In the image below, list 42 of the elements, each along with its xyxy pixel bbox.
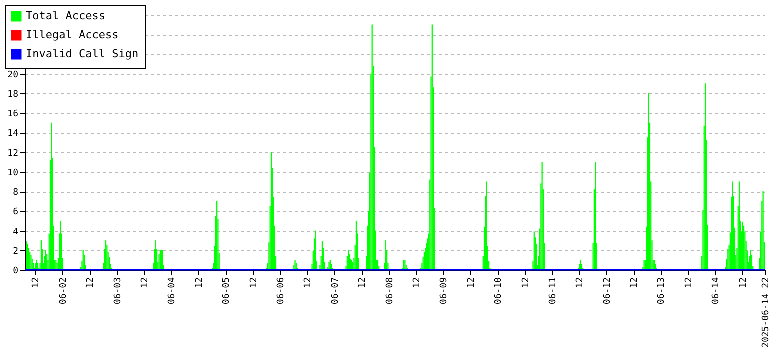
y-tick-label: 6 [13,208,18,218]
x-tick-label: 06-05 [222,278,232,305]
x-tick-label: 06-07 [330,278,341,305]
x-tick-label: 12 [630,278,640,288]
x-tick-label: 12 [140,278,150,288]
x-tick-label: 12 [412,278,422,288]
y-tick-label: 16 [8,110,18,120]
legend-label: Invalid Call Sign [26,48,139,60]
legend-label: Total Access [26,10,106,22]
x-tick-label: 06-13 [657,278,668,305]
x-tick-label: 06-12 [602,278,613,305]
y-tick-label: 2 [13,246,18,257]
y-tick-label: 14 [8,129,18,140]
legend-label: Illegal Access [26,28,119,42]
x-tick-label: 06-04 [168,278,178,305]
x-tick-label: 06-11 [548,278,558,305]
y-tick-label: 20 [8,70,18,80]
x-tick-label: 12 [358,278,368,288]
x-tick-label: 12 [194,278,205,288]
x-tick-label: 12 [738,278,749,288]
x-tick-label: 12 [249,278,260,288]
x-tick-label: 06-09 [440,278,450,305]
x-tick-label: 12 [521,278,532,288]
y-tick-label: 18 [8,90,18,100]
x-tick-label: 06-08 [385,278,396,305]
x-tick-label: 06-10 [494,278,504,305]
x-tick-label: 12 [684,278,694,288]
x-tick-label: 12 [304,278,314,288]
x-tick-label: 2025-06-14 22 [762,278,772,348]
x-tick-label: 06-06 [276,278,286,305]
x-tick-label: 06-03 [113,278,124,305]
x-tick-label: 12 [466,278,477,288]
y-tick-label: 10 [8,168,18,178]
y-tick-label: 4 [13,227,18,238]
x-tick-label: 12 [576,278,586,288]
x-tick-label: 12 [86,278,96,288]
x-tick-label: 06-02 [58,278,69,305]
y-tick-label: 0 [13,266,18,276]
x-tick-label: 12 [32,278,42,288]
x-tick-label: 06-14 [712,278,722,305]
y-tick-label: 8 [13,188,18,198]
y-tick-label: 12 [8,148,18,159]
